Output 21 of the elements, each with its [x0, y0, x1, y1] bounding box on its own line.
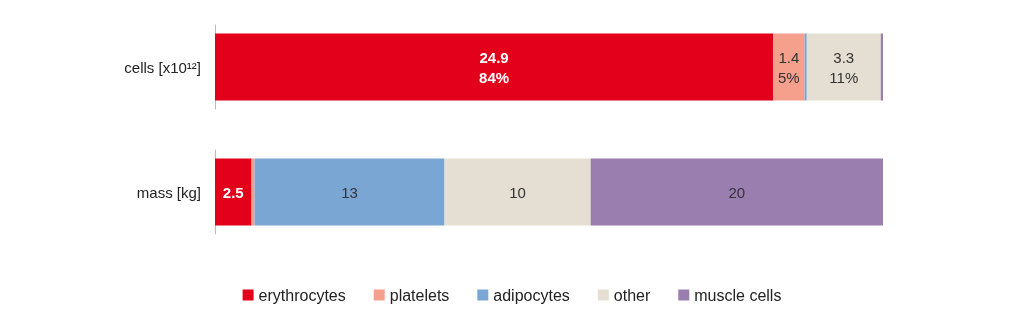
bar: [806, 33, 881, 101]
data-label: 2.5: [222, 183, 244, 201]
bar: [773, 33, 805, 101]
bar: [590, 158, 883, 226]
data-label: 10: [509, 183, 526, 201]
data-label: 3.3 11%: [829, 48, 859, 86]
legend-label: erythrocytes: [258, 286, 346, 304]
bar: [444, 158, 591, 226]
data-label: 20: [728, 183, 746, 201]
legend-label: other: [613, 286, 651, 304]
data-label: 13: [341, 183, 358, 201]
legend-label: adipocytes: [493, 286, 570, 304]
legend-label: muscle cells: [694, 286, 782, 304]
data-label: 24.9 84%: [479, 48, 510, 86]
legend-label: platelets: [389, 286, 450, 304]
bar: [215, 33, 774, 101]
data-label: 1.4 5%: [778, 48, 800, 86]
y-tick-label: mass [kg]: [136, 183, 201, 201]
bar: [254, 158, 445, 226]
bar: [215, 158, 252, 226]
y-tick-label: cells [x10¹²]: [124, 58, 201, 76]
